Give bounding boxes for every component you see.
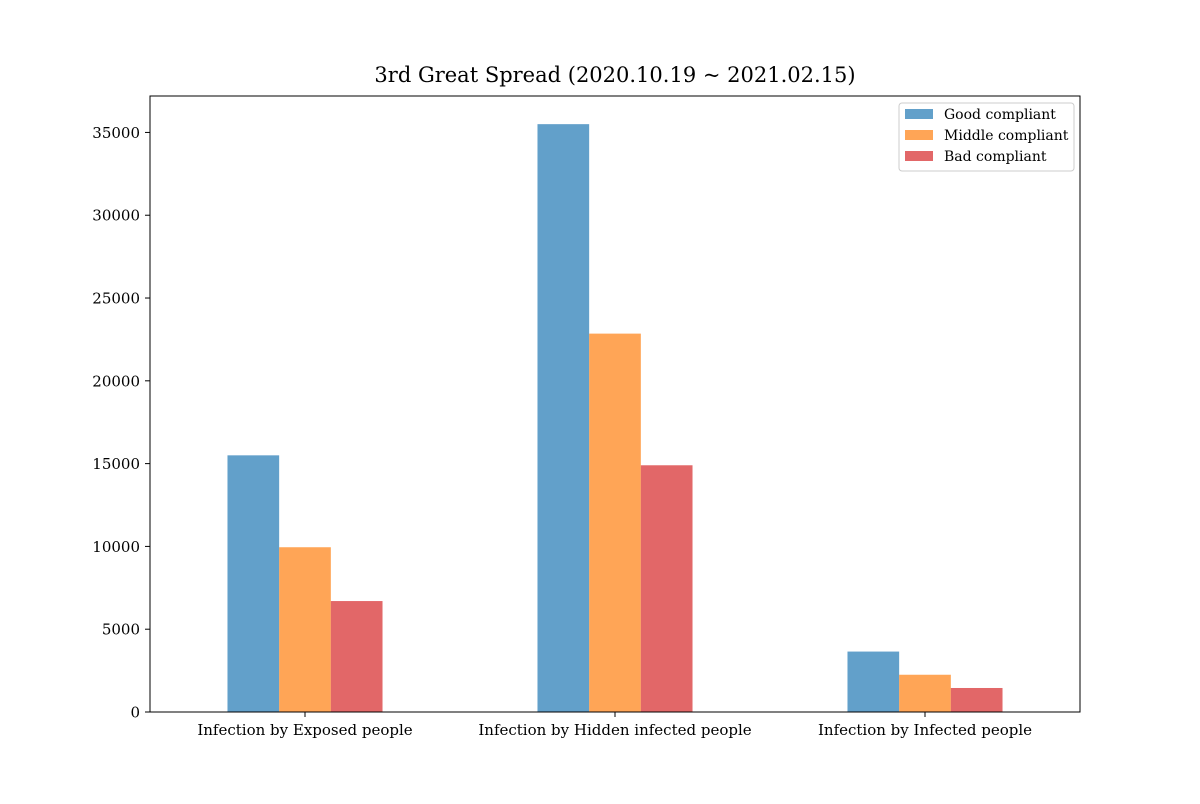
chart-title: 3rd Great Spread (2020.10.19 ~ 2021.02.1… [374, 63, 855, 87]
bar [847, 651, 900, 712]
y-tick-label: 10000 [92, 538, 140, 556]
legend-frame [898, 102, 1075, 172]
bar [589, 333, 641, 712]
x-tick-label: Infection by Infected people [818, 721, 1032, 739]
x-tick-label: Infection by Hidden infected people [478, 721, 751, 739]
legend-label: Bad compliant [944, 149, 1047, 165]
bar [899, 674, 951, 712]
y-tick-label: 30000 [92, 207, 140, 225]
y-tick-label: 35000 [92, 124, 140, 142]
legend-label: Good compliant [944, 107, 1056, 123]
bar [537, 124, 590, 712]
bar [950, 687, 1003, 712]
y-tick-label: 20000 [92, 372, 140, 390]
bar [640, 465, 693, 712]
y-tick-label: 25000 [92, 290, 140, 308]
bars-layer [227, 124, 1003, 712]
legend-swatch [905, 109, 933, 119]
legend-label: Middle compliant [944, 128, 1069, 144]
bar [227, 455, 280, 712]
legend-swatch [905, 151, 933, 161]
axes-layer: 0 5000 10000 15000 20000 25000 30000 35000 Infec… [92, 95, 1081, 739]
legend-swatch [905, 130, 933, 140]
bar [279, 547, 331, 712]
bar [330, 601, 383, 712]
y-tick-label: 5000 [102, 621, 140, 639]
legend: Good compliant Middle compliant Bad compli… [898, 102, 1075, 172]
x-tick-label: Infection by Exposed people [197, 721, 412, 739]
y-tick-label: 0 [130, 704, 140, 722]
y-tick-label: 15000 [92, 455, 140, 473]
